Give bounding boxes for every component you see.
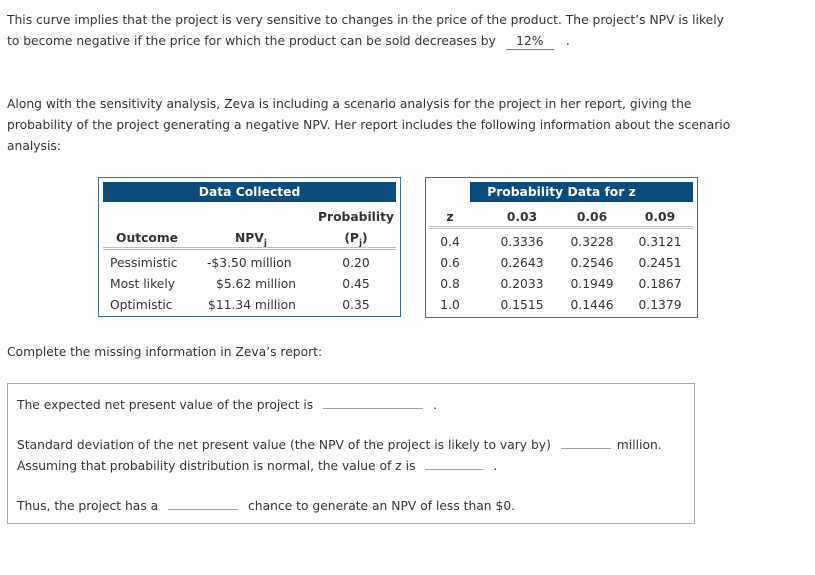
chance-input[interactable]: [168, 495, 239, 510]
col-header-003: 0.03: [506, 210, 538, 224]
outcome-most-likely: Most likely: [110, 277, 176, 291]
price-decrease-answer[interactable]: 12%: [505, 34, 554, 50]
probability-data-title: Probability Data for z: [430, 182, 693, 202]
std-dev-unit: million.: [616, 438, 662, 452]
npv-pessimistic: -$3.50 million: [207, 256, 292, 270]
chance-label: Thus, the project has a: [17, 499, 159, 513]
z-row-10: 1.0: [440, 298, 460, 312]
z-value-period: .: [493, 459, 498, 473]
scenario-paragraph: Along with the sensitivity analysis, Zev…: [7, 94, 807, 157]
header-rule: [103, 247, 396, 250]
z-row-06: 0.6: [440, 256, 460, 270]
expected-npv-input[interactable]: [323, 394, 424, 409]
prob-optimistic: 0.35: [342, 298, 370, 312]
expected-npv-label: The expected net present value of the pr…: [17, 398, 314, 412]
std-dev-input[interactable]: [560, 434, 611, 449]
p-08-009: 0.1867: [638, 277, 682, 291]
p-08-003: 0.2033: [500, 277, 544, 291]
npv-header-subscript: j: [263, 238, 267, 249]
scenario-line-1: Along with the sensitivity analysis, Zev…: [7, 97, 692, 111]
z-value-input[interactable]: [425, 455, 484, 470]
scenario-line-2: probability of the project generating a …: [7, 118, 731, 132]
col-header-009: 0.09: [644, 210, 676, 224]
npv-most-likely: $5.62 million: [216, 277, 297, 291]
p-10-003: 0.1515: [500, 298, 544, 312]
p-06-009: 0.2451: [638, 256, 682, 270]
outcome-pessimistic: Pessimistic: [110, 256, 178, 270]
prob-header-rule: [430, 226, 693, 229]
p-08-006: 0.1949: [570, 277, 614, 291]
sensitivity-line-2-text: to become negative if the price for whic…: [7, 34, 496, 48]
probability-data-title-text: Probability Data for z: [487, 185, 636, 199]
std-dev-label: Standard deviation of the net present va…: [17, 438, 551, 452]
scenario-line-3: analysis:: [7, 139, 61, 153]
prob-open: (P: [344, 231, 359, 245]
sensitivity-period: .: [565, 34, 570, 48]
z-row-08: 0.8: [440, 277, 460, 291]
sensitivity-paragraph: This curve implies that the project is v…: [7, 10, 807, 52]
npv-header-text: NPV: [235, 231, 264, 245]
z-value-label: Assuming that probability distribution i…: [17, 459, 416, 473]
chance-tail: chance to generate an NPV of less than $…: [248, 499, 516, 513]
z-value-question: Assuming that probability distribution i…: [17, 455, 497, 476]
p-04-006: 0.3228: [570, 235, 614, 249]
npv-header: NPVj: [235, 231, 267, 248]
probability-header-line-2: (Pj): [315, 231, 397, 248]
data-collected-table: Data Collected Probability Outcome NPVj …: [98, 177, 401, 317]
std-dev-question: Standard deviation of the net present va…: [17, 434, 662, 455]
expected-npv-period: .: [433, 398, 437, 412]
prob-subscript: j: [358, 238, 363, 249]
p-06-006: 0.2546: [570, 256, 614, 270]
npv-optimistic: $11.34 million: [208, 298, 296, 312]
chance-question: Thus, the project has a chance to genera…: [17, 495, 515, 516]
report-answer-box: The expected net present value of the pr…: [7, 383, 695, 524]
z-header: z: [446, 210, 454, 224]
p-10-006: 0.1446: [570, 298, 614, 312]
col-header-006: 0.06: [576, 210, 608, 224]
outcome-optimistic: Optimistic: [110, 298, 173, 312]
data-collected-title: Data Collected: [103, 182, 396, 202]
instruction-text: Complete the missing information in Zeva…: [7, 345, 323, 359]
z-header-blank: [430, 182, 470, 202]
probability-header-line-1: Probability: [318, 210, 394, 224]
p-04-009: 0.3121: [638, 235, 682, 249]
prob-most-likely: 0.45: [342, 277, 370, 291]
p-10-009: 0.1379: [638, 298, 682, 312]
z-row-04: 0.4: [440, 235, 460, 249]
outcome-header: Outcome: [116, 231, 178, 245]
sensitivity-line-1: This curve implies that the project is v…: [7, 13, 724, 27]
p-06-003: 0.2643: [500, 256, 544, 270]
probability-data-table: Probability Data for z z 0.03 0.06 0.09 …: [425, 177, 698, 318]
sensitivity-line-2: to become negative if the price for whic…: [7, 31, 807, 52]
expected-npv-question: The expected net present value of the pr…: [17, 394, 437, 415]
p-04-003: 0.3336: [500, 235, 544, 249]
prob-pessimistic: 0.20: [342, 256, 370, 270]
prob-close: ): [362, 231, 368, 245]
